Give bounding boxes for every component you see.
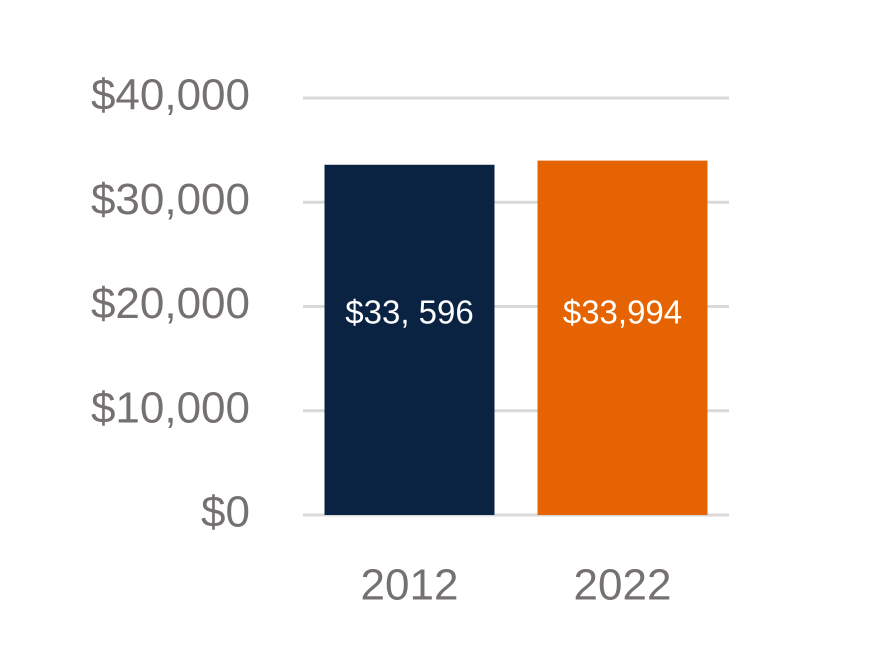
y-tick-label: $20,000 (91, 279, 250, 328)
bars (324, 160, 708, 515)
x-category-label: 2022 (574, 561, 672, 610)
y-tick-label: $0 (201, 488, 250, 537)
data-label-2022: $33,994 (563, 294, 682, 331)
x-category-label: 2012 (361, 561, 459, 610)
bar-2022 (537, 160, 708, 515)
y-tick-label: $10,000 (91, 383, 250, 432)
y-tick-label: $30,000 (91, 175, 250, 224)
y-tick-label: $40,000 (91, 71, 250, 120)
x-axis-category-labels: 2012 2022 (361, 561, 672, 610)
bar-2012 (324, 164, 495, 515)
data-label-2012: $33, 596 (345, 294, 473, 331)
y-axis-tick-labels: $0 $10,000 $20,000 $30,000 $40,000 (91, 71, 250, 537)
data-labels: $33, 596 $33,994 (345, 294, 682, 331)
